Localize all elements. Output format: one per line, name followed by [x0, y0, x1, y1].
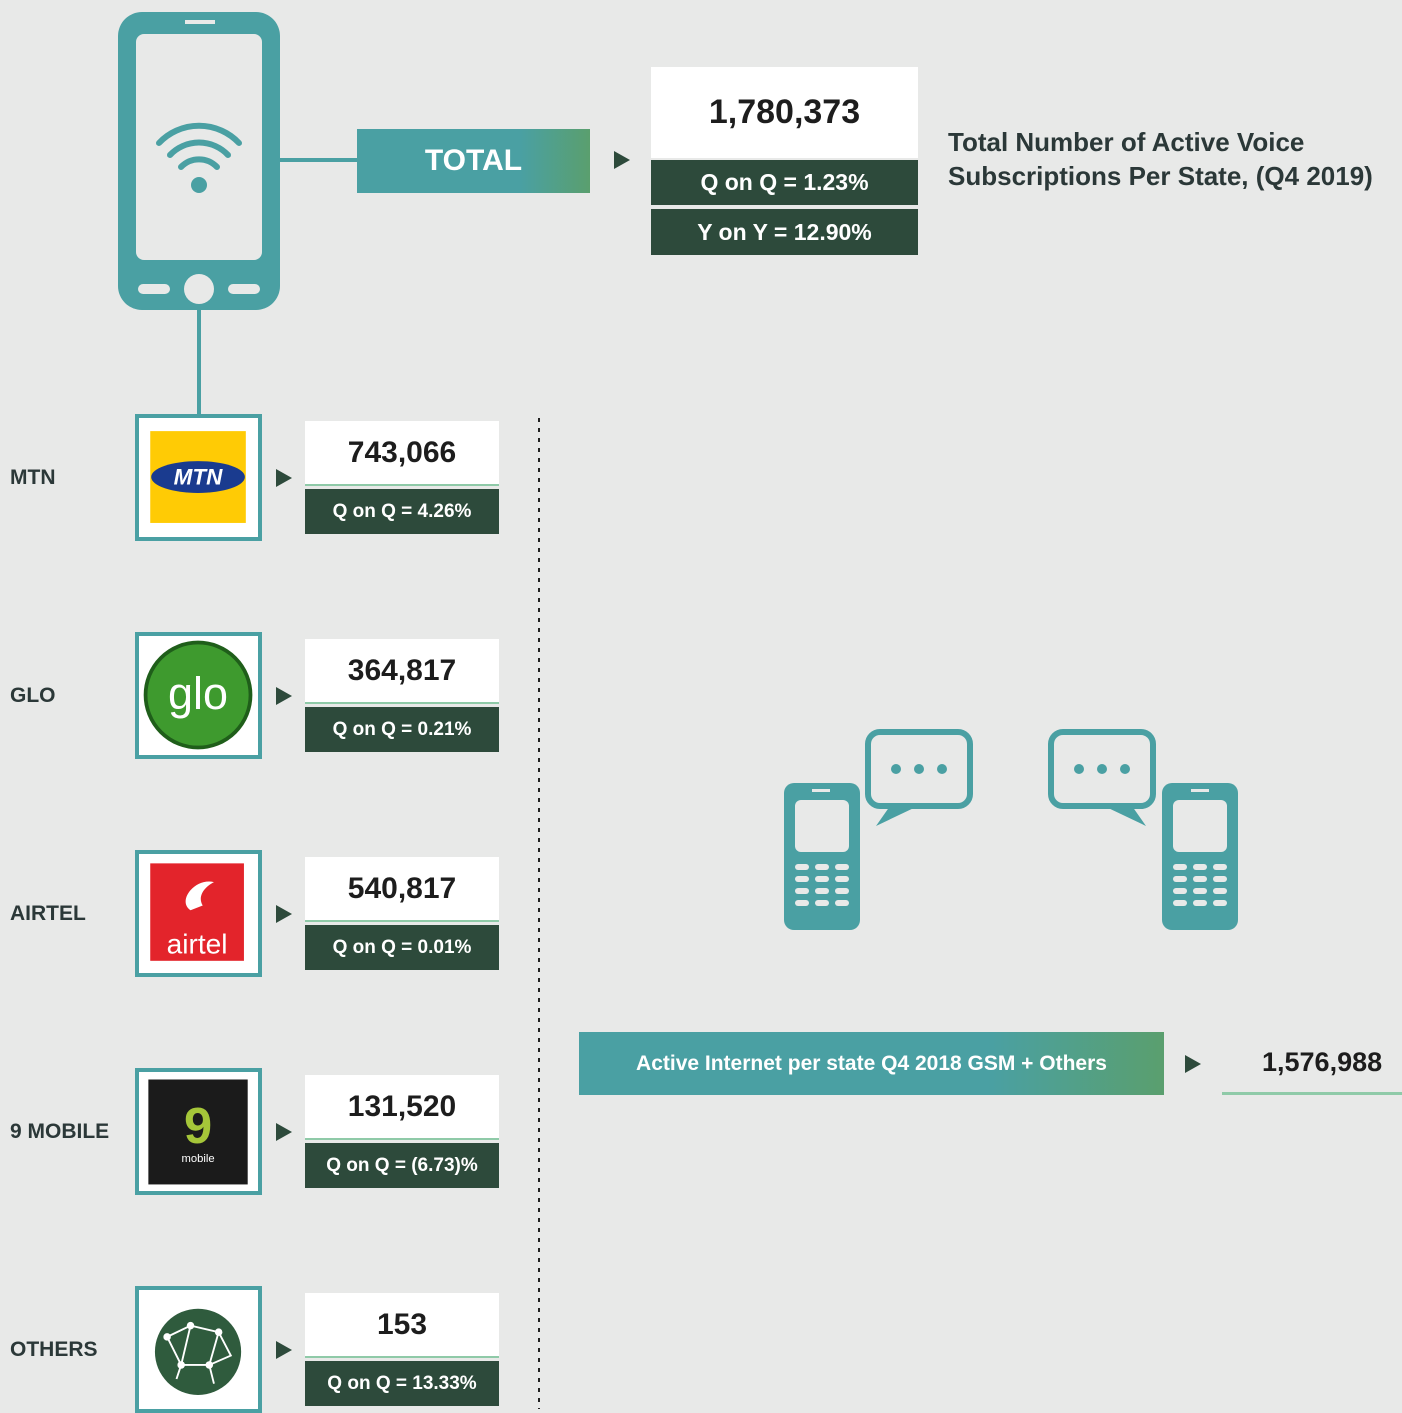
operator-name: 9 MOBILE [10, 1119, 110, 1143]
arrow [276, 905, 292, 923]
arrow [276, 687, 292, 705]
operator-logo [135, 1286, 262, 1413]
operator-name: AIRTEL [10, 901, 86, 925]
title: Total Number of Active Voice Subscriptio… [948, 125, 1373, 193]
operator-logo: 9 mobile [135, 1068, 262, 1195]
operator-value: 743,066 [305, 421, 499, 486]
logo-text: glo [168, 668, 228, 719]
operator-name: MTN [10, 465, 56, 489]
operator-logo: airtel [135, 850, 262, 977]
internet-label: Active Internet per state Q4 2018 GSM + … [579, 1032, 1164, 1095]
logo: MTN [150, 431, 246, 523]
logo-text: airtel [167, 928, 228, 959]
arrow [614, 151, 630, 169]
operator-value: 153 [305, 1293, 499, 1358]
operator-value: 131,520 [305, 1075, 499, 1140]
logo-text: MTN [174, 465, 223, 490]
total-value: 1,780,373 [651, 67, 918, 158]
logo-subtext: mobile [181, 1153, 214, 1165]
operator-value: 364,817 [305, 639, 499, 704]
logo-text: 9 [184, 1097, 212, 1154]
title-line: Total Number of Active Voice [948, 127, 1305, 157]
logo [154, 1308, 242, 1395]
operator-qoq: Q on Q = 0.21% [305, 707, 499, 752]
arrow [276, 469, 292, 487]
operator-qoq: Q on Q = (6.73)% [305, 1143, 499, 1188]
operator-value: 540,817 [305, 857, 499, 922]
operator-logo: MTN [135, 414, 262, 541]
operator-name: GLO [10, 683, 56, 707]
smartphone-icon [118, 12, 280, 310]
logo: glo [143, 640, 253, 750]
operator-qoq: Q on Q = 4.26% [305, 489, 499, 534]
internet-value: 1,576,988 [1222, 1032, 1402, 1095]
total-yoy: Y on Y = 12.90% [651, 209, 918, 255]
operator-qoq: Q on Q = 0.01% [305, 925, 499, 970]
operator-qoq: Q on Q = 13.33% [305, 1361, 499, 1406]
title-line: Subscriptions Per State, (Q4 2019) [948, 161, 1373, 191]
operator-name: OTHERS [10, 1337, 98, 1361]
arrow [276, 1341, 292, 1359]
arrow [1185, 1055, 1201, 1073]
chat-icon [784, 729, 1238, 930]
arrow [276, 1123, 292, 1141]
total-qoq: Q on Q = 1.23% [651, 160, 918, 205]
logo: airtel [150, 863, 244, 961]
operator-logo: glo [135, 632, 262, 759]
total-label: TOTAL [357, 129, 590, 193]
